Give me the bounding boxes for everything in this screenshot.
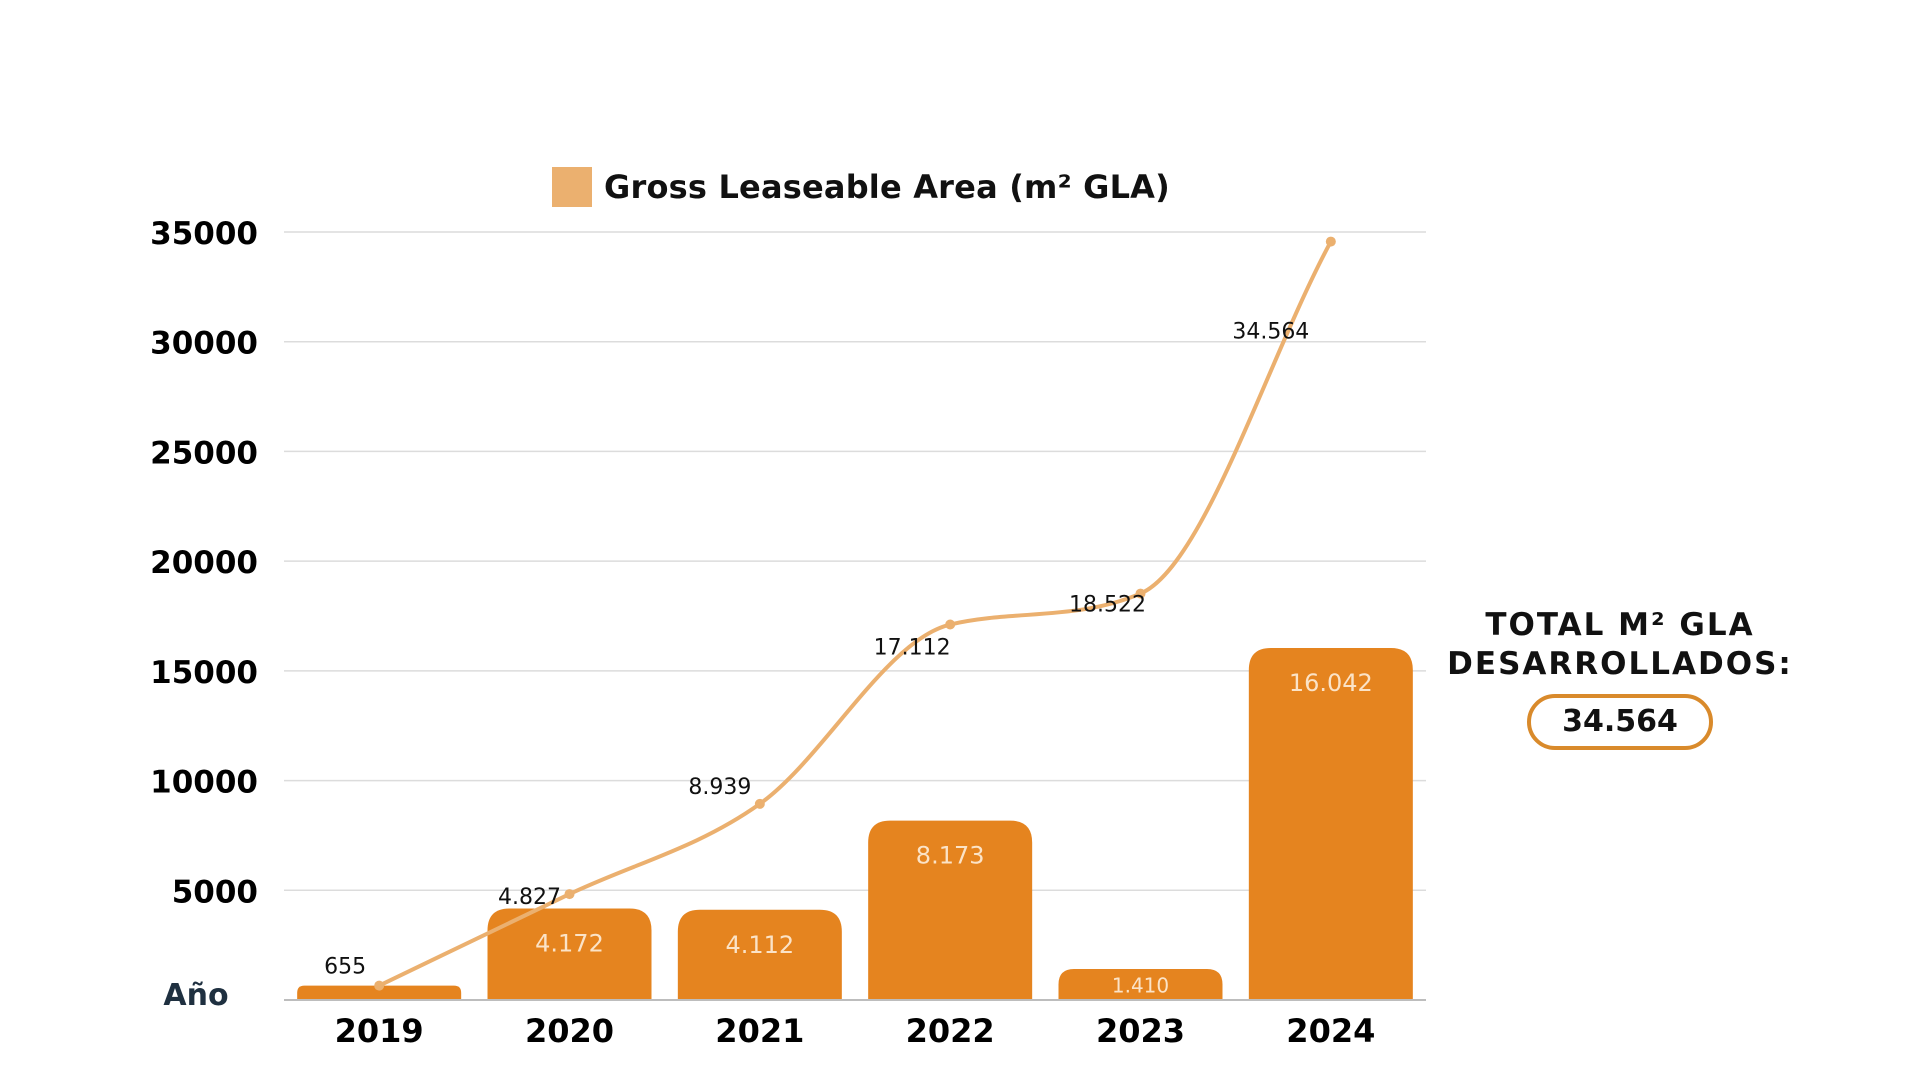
bar-data-label: 4.172 [535,929,604,957]
y-tick-label: 20000 [150,545,258,581]
bar [868,820,1033,1000]
line-data-label: 8.939 [688,775,751,800]
total-title-line2: DESARROLLADOS: [1447,646,1793,682]
y-tick-label: 30000 [150,326,258,362]
bar-data-label: 4.112 [725,931,794,959]
x-tick-label: 2019 [335,1012,424,1050]
line-series-path [377,239,1333,988]
x-tick-label: 2021 [715,1012,804,1050]
line-point [1135,588,1146,599]
line-point [945,619,956,630]
legend-label: Gross Leaseable Area (m² GLA) [604,168,1170,206]
y-tick-label: 25000 [150,435,258,471]
line-data-label: 4.827 [498,885,561,910]
line-data-label: 34.564 [1232,320,1309,345]
x-tick-label: 2020 [525,1012,614,1050]
bars: 4.172 4.112 8.173 1.410 16.042 [297,647,1413,1000]
y-tick-label: 5000 [172,874,258,910]
total-value: 34.564 [1527,694,1713,750]
line-point [564,889,575,900]
line-point [1325,236,1336,247]
bar [297,985,462,1000]
line-series: 655 4.827 8.939 17.112 18.522 34.564 [324,236,1336,991]
x-tick-label: 2024 [1286,1012,1375,1050]
bar [1248,647,1413,1000]
line-point [754,798,765,809]
x-axis-label: Año [163,978,228,1013]
line-data-label: 18.522 [1069,593,1146,618]
line-data-label: 17.112 [874,636,951,661]
total-title-line1: TOTAL M² GLA [1485,607,1755,643]
y-tick-label: 10000 [150,765,258,801]
bar [1058,969,1223,1000]
legend: Gross Leaseable Area (m² GLA) [552,167,1170,207]
gridlines [284,231,1426,892]
x-tick-label: 2022 [906,1012,995,1050]
bar [677,909,842,1000]
line-point [374,980,385,991]
bar-data-label: 1.410 [1112,974,1169,998]
y-tick-label: 35000 [150,216,258,252]
y-tick-label: 15000 [150,655,258,691]
bar-data-label: 8.173 [916,842,985,870]
legend-swatch [552,167,592,207]
bar-data-label: 16.042 [1289,669,1373,697]
line-data-label: 655 [324,955,366,980]
x-axis-ticks: 2019 2020 2021 2022 2023 2024 [335,1012,1376,1050]
y-axis-ticks: 35000 30000 25000 20000 15000 10000 5000 [150,216,258,910]
total-panel: TOTAL M² GLA DESARROLLADOS: 34.564 [1420,606,1820,750]
bar [487,908,652,1000]
x-tick-label: 2023 [1096,1012,1185,1050]
